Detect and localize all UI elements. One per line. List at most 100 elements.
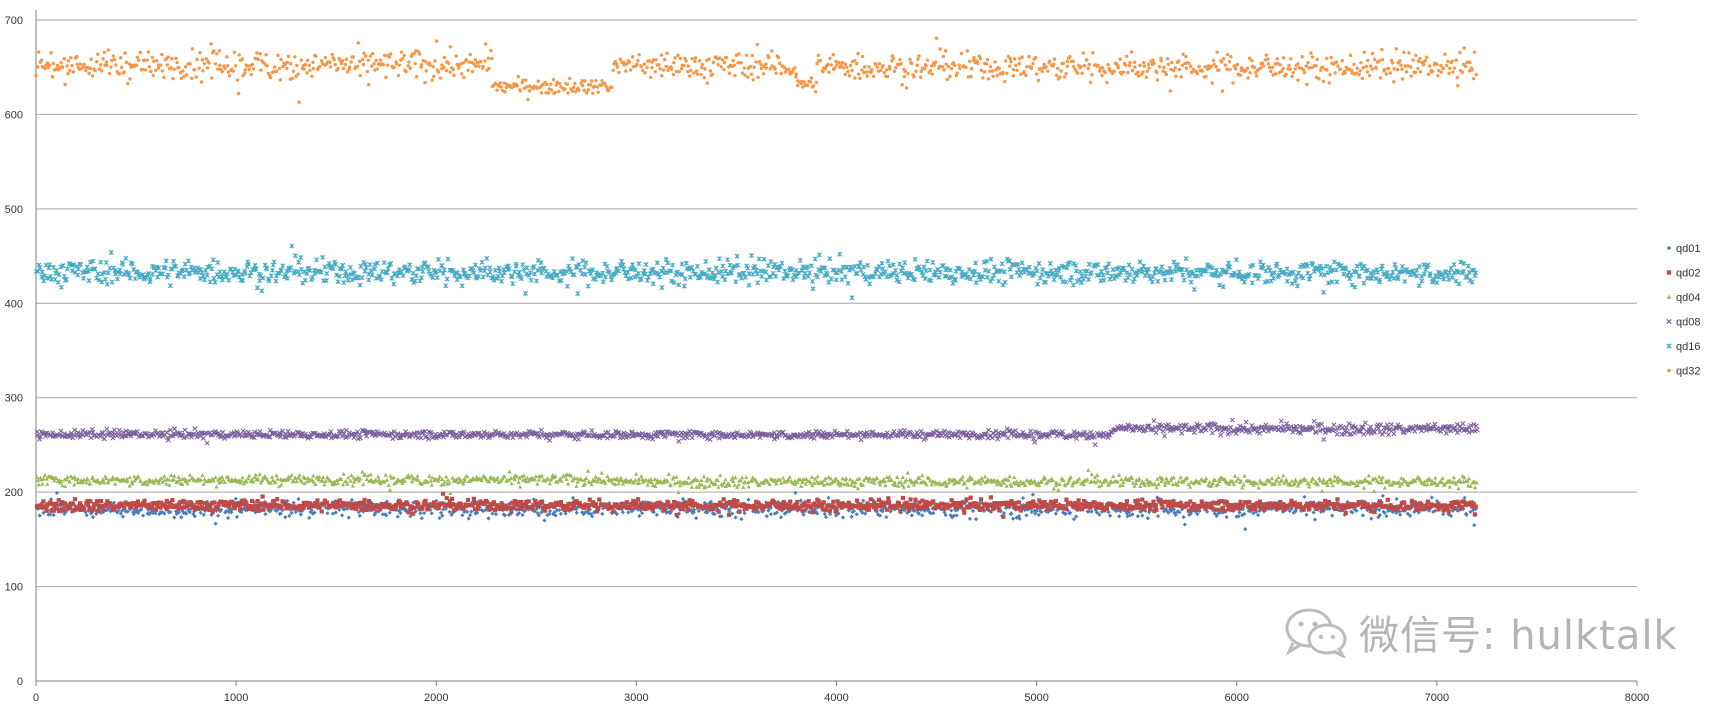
data-point [497,506,502,512]
data-point [98,498,104,504]
data-point [1344,504,1349,510]
data-point [563,511,568,516]
data-point [734,504,739,509]
data-point [54,476,59,481]
data-point [955,429,961,435]
data-point [716,509,721,514]
data-point [1225,502,1230,507]
data-point [450,502,455,507]
data-point [194,434,200,440]
data-point [233,477,238,482]
data-point [131,511,136,517]
data-point [1111,473,1116,478]
data-point [1169,508,1174,513]
data-point [1358,500,1364,506]
data-point [213,521,218,526]
data-point [599,470,604,475]
data-point [459,479,464,484]
data-point [913,497,918,502]
data-point [665,500,670,505]
data-point [349,497,354,503]
data-point [1456,500,1461,505]
data-point [97,503,102,508]
data-point [1115,479,1120,484]
data-point [595,479,600,484]
data-point [1251,511,1256,516]
data-point [633,477,638,482]
data-point [412,505,417,511]
data-point [125,479,130,484]
data-point [87,506,92,511]
data-point [226,474,231,479]
data-point [1464,501,1469,507]
data-point [575,436,581,442]
data-point [1036,512,1041,518]
data-point [705,510,710,515]
data-point [332,502,337,507]
data-point [1108,429,1114,435]
data-point [1380,493,1385,499]
x-axis-ticks: 0 1000 2000 3000 4000 5000 6000 7000 8000 [33,681,1649,704]
data-point [54,490,60,496]
data-point [962,510,967,515]
data-point [215,260,221,265]
data-point [337,498,342,503]
data-point [1360,424,1366,430]
data-point [1408,504,1413,510]
data-point [88,499,93,504]
data-point [172,515,177,520]
data-point [1132,483,1137,488]
data-point [1332,474,1337,479]
data-point [472,507,478,512]
data-point [1016,513,1022,519]
data-point [111,427,117,433]
data-point [709,503,714,508]
data-point [1469,500,1474,505]
data-point [1071,429,1077,435]
data-point [94,499,100,504]
data-point [491,475,497,480]
data-point [793,490,798,495]
data-point [729,505,734,510]
data-point [562,503,567,508]
data-point [1050,507,1056,512]
data-point [666,471,671,476]
data-point [1394,496,1399,502]
data-point [1210,480,1215,485]
data-point [1237,510,1242,515]
data-point [884,515,889,520]
data-point [530,506,535,511]
data-point [1021,480,1026,485]
data-point [1324,479,1330,484]
data-point [60,500,65,505]
x-tick-label: 2000 [424,692,448,704]
data-point [1197,481,1202,486]
data-point [1209,430,1215,436]
data-point [335,504,340,509]
data-point [68,474,74,479]
data-point [1146,482,1151,487]
data-point [213,475,218,480]
data-point [491,500,497,505]
data-point [517,510,522,516]
data-point [378,506,383,512]
data-point [105,499,110,504]
data-point [787,509,792,514]
data-point [1468,509,1473,514]
data-point [951,513,956,518]
data-point [345,481,350,486]
data-point [1165,422,1171,428]
data-point [1390,427,1396,433]
data-point [645,482,650,487]
data-point [1137,502,1143,508]
data-point [1160,477,1165,482]
data-point [1177,510,1182,515]
data-point [1220,505,1225,510]
data-point [821,482,826,487]
data-point [283,515,288,520]
data-point [171,477,177,482]
data-point [65,474,70,479]
data-point [145,504,151,510]
data-point [1321,437,1327,443]
data-point [257,428,263,434]
